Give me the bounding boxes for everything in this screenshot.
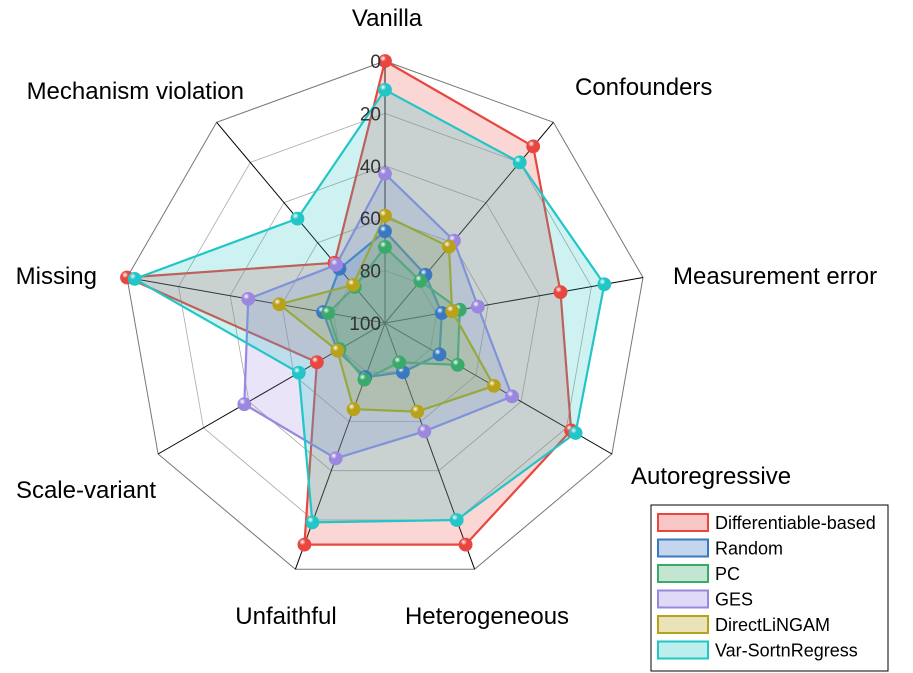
legend-label: GES [715, 590, 753, 610]
data-point [241, 291, 256, 306]
data-point [449, 513, 464, 527]
data-point [597, 277, 612, 292]
grid-spoke [157, 322, 386, 455]
grid-spoke [384, 121, 554, 324]
legend-swatch [657, 564, 709, 583]
category-label: Scale-variant [16, 477, 156, 504]
data-point [297, 537, 312, 552]
data-point [458, 537, 473, 552]
data-point [309, 355, 324, 370]
category-label: Confounders [575, 74, 712, 101]
legend-swatch [657, 513, 709, 532]
data-point [321, 306, 336, 320]
radial-tick-label: 100 [349, 314, 381, 335]
data-point [272, 297, 287, 312]
data-point [378, 54, 392, 68]
data-point [346, 277, 360, 292]
legend-label: PC [715, 564, 740, 584]
data-point [357, 372, 372, 387]
radial-tick-label: 40 [360, 157, 381, 178]
data-point [378, 82, 392, 97]
data-point [505, 389, 519, 404]
radial-tick-label: 60 [360, 209, 381, 230]
series-area-pc [327, 245, 461, 381]
data-point [305, 515, 320, 530]
radial-tick-label: 0 [370, 52, 381, 73]
data-point [378, 166, 392, 181]
grid-spoke [126, 277, 386, 324]
category-label: Autoregressive [631, 463, 791, 490]
grid-ring [126, 60, 644, 570]
data-point [328, 451, 343, 466]
data-point [291, 365, 306, 380]
legend-label: DirectLiNGAM [715, 615, 830, 635]
legend-swatch [657, 615, 709, 634]
data-point [512, 155, 527, 170]
radial-tick-labels: 0 20 40 60 80 100 [349, 52, 381, 335]
category-label: Measurement error [673, 263, 877, 290]
grid-ring [229, 165, 541, 472]
data-point [432, 347, 447, 362]
data-point [127, 271, 142, 286]
category-label: Unfaithful [235, 603, 336, 630]
data-point [330, 343, 345, 358]
data-point [413, 273, 428, 288]
legend-box [650, 504, 889, 672]
series-area-directlingam [278, 214, 495, 413]
data-point [450, 357, 465, 372]
data-point [378, 240, 392, 254]
data-point [417, 424, 432, 439]
series-area-var-sortnregress [133, 88, 606, 524]
grid-ring [281, 217, 489, 422]
category-label: Heterogeneous [405, 603, 569, 630]
series-area-differentiable-based [125, 59, 573, 546]
radial-tick-label: 80 [360, 262, 381, 283]
data-point [378, 208, 392, 223]
series-markers [120, 54, 612, 552]
legend-label: Random [715, 539, 783, 559]
legend-label: Differentiable-based [715, 513, 876, 533]
legend-swatch [657, 589, 709, 609]
legend-swatch [657, 640, 709, 660]
data-point [290, 211, 305, 226]
legend: Differentiable-based Random PC GES DirectLiN… [650, 504, 889, 672]
data-point [568, 426, 583, 440]
data-point [378, 224, 392, 239]
data-point [410, 404, 425, 419]
data-point [237, 397, 252, 412]
data-point [526, 139, 541, 154]
data-point [470, 299, 485, 314]
data-point [346, 402, 361, 417]
radial-tick-label: 20 [360, 104, 381, 125]
data-point [392, 355, 407, 370]
data-point [329, 257, 344, 272]
series-polygons [125, 59, 606, 546]
data-point [553, 285, 568, 300]
legend-swatch [657, 538, 709, 558]
category-label: Mechanism violation [27, 78, 244, 105]
grid-ring [178, 112, 592, 521]
legend-label: Var-SortnRegress [715, 641, 858, 661]
data-point [486, 378, 501, 393]
data-point [445, 304, 460, 319]
category-label: Missing [16, 263, 97, 290]
category-label: Vanilla [352, 5, 423, 32]
data-point [442, 239, 456, 254]
category-labels: Vanilla Confounders Measurement error Autor… [16, 5, 877, 630]
